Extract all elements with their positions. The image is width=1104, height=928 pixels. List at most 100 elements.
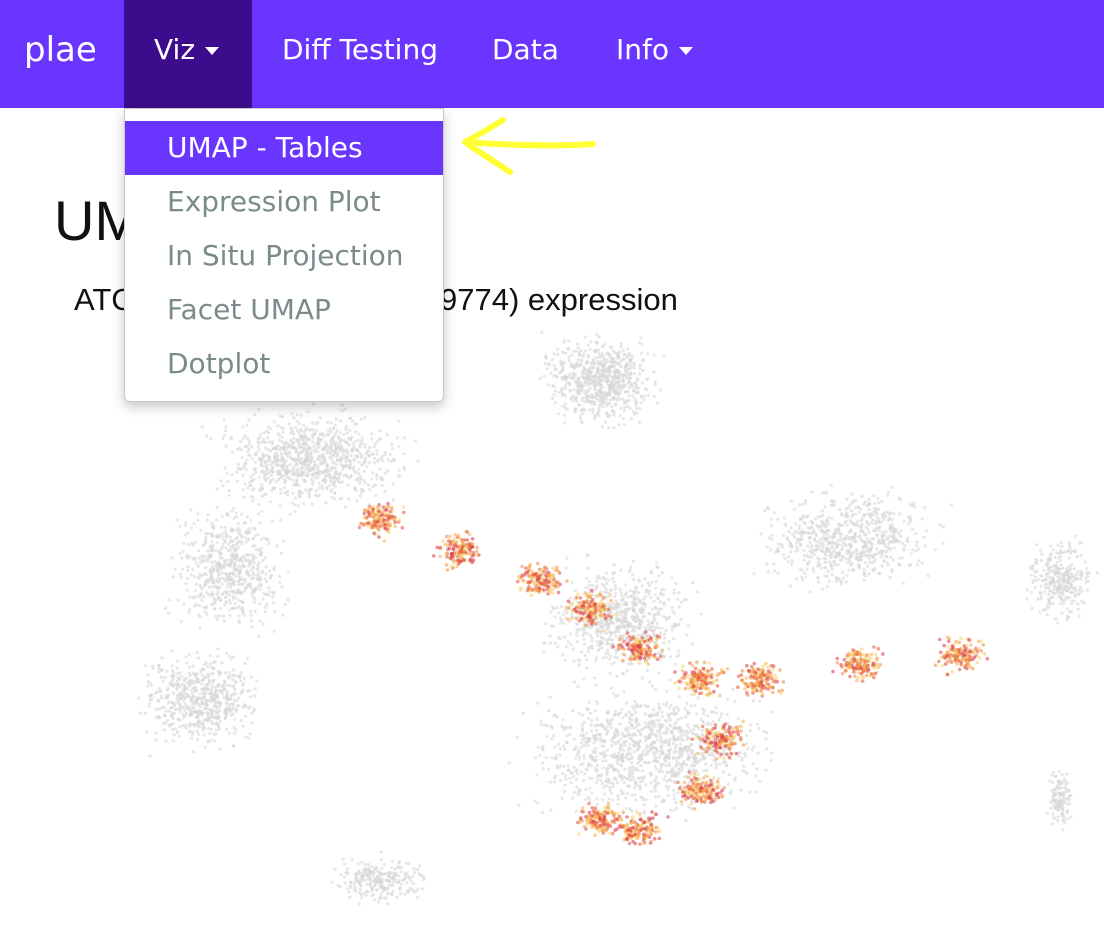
umap-cell <box>591 362 595 366</box>
umap-cell <box>354 430 358 434</box>
umap-cell <box>269 449 273 453</box>
umap-cell <box>646 704 650 708</box>
umap-cell <box>222 614 226 618</box>
umap-cell <box>287 422 292 426</box>
umap-cell <box>674 726 678 730</box>
umap-cell <box>848 503 852 507</box>
umap-cell <box>223 671 227 675</box>
umap-cell <box>637 722 641 726</box>
umap-cell <box>251 556 255 560</box>
umap-cell <box>220 515 224 519</box>
umap-cell <box>236 521 240 525</box>
umap-cell <box>170 664 174 668</box>
umap-cell <box>237 675 241 679</box>
umap-cell <box>241 688 245 692</box>
umap-cell <box>649 781 653 785</box>
umap-cell <box>839 535 843 539</box>
umap-cell <box>662 354 666 358</box>
umap-cell <box>622 740 626 744</box>
umap-cell <box>581 729 585 733</box>
umap-cell <box>171 671 175 675</box>
umap-cell <box>215 617 219 621</box>
umap-cell <box>253 587 257 591</box>
umap-cell <box>281 613 285 617</box>
umap-cell <box>348 416 352 420</box>
umap-cell <box>627 379 631 383</box>
umap-cell <box>1050 565 1054 569</box>
umap-cell <box>338 471 342 475</box>
umap-cell <box>849 544 854 548</box>
umap-cell <box>206 556 210 560</box>
umap-cell <box>575 399 579 403</box>
umap-cell <box>162 728 167 732</box>
umap-cell <box>683 775 687 779</box>
umap-cell <box>660 743 664 748</box>
umap-cell <box>595 723 599 727</box>
umap-cell <box>229 558 233 563</box>
umap-cell <box>850 536 855 540</box>
umap-cell <box>595 372 599 376</box>
umap-cell <box>686 757 690 762</box>
umap-cell <box>692 754 696 758</box>
umap-cell <box>589 723 593 727</box>
umap-cell <box>276 473 280 477</box>
umap-cell <box>341 465 345 469</box>
umap-cell <box>586 343 591 347</box>
umap-cell <box>221 592 225 596</box>
umap-cell <box>1073 534 1077 538</box>
umap-cell <box>190 736 194 740</box>
umap-cell <box>641 779 645 783</box>
umap-cell <box>239 679 243 683</box>
umap-cell <box>601 395 606 399</box>
umap-cell <box>826 549 830 553</box>
umap-cell <box>219 534 223 538</box>
umap-cell <box>781 553 785 557</box>
umap-cell <box>660 751 664 755</box>
umap-cell <box>705 722 709 726</box>
umap-cell <box>646 750 650 754</box>
umap-cell <box>581 733 585 737</box>
umap-cell <box>643 760 647 765</box>
umap-cell <box>599 751 603 755</box>
umap-cell <box>901 581 905 585</box>
umap-cell <box>281 464 285 468</box>
umap-cell <box>291 444 295 448</box>
umap-cell <box>229 529 233 533</box>
umap-cell <box>354 478 358 482</box>
umap-cell <box>204 566 208 570</box>
umap-cell <box>201 572 205 577</box>
umap-cell <box>329 448 333 452</box>
umap-cell <box>888 576 892 580</box>
umap-cell <box>623 767 627 771</box>
umap-cell <box>875 547 879 551</box>
umap-cell <box>187 610 191 615</box>
umap-cell <box>383 471 387 475</box>
umap-cell <box>582 365 586 369</box>
umap-cell <box>184 555 189 559</box>
umap-cell <box>597 409 601 413</box>
umap-cell <box>829 551 833 555</box>
umap-cell <box>661 723 665 727</box>
umap-cell <box>275 447 279 451</box>
umap-cell <box>643 721 647 725</box>
umap-cell <box>756 722 760 726</box>
umap-cell <box>615 376 619 380</box>
umap-cell <box>571 371 575 375</box>
umap-cell <box>180 556 184 560</box>
umap-cell <box>259 537 263 541</box>
umap-cell <box>616 802 620 806</box>
umap-cell <box>709 763 713 767</box>
umap-cell <box>653 753 657 757</box>
umap-cell <box>210 590 214 594</box>
umap-cell <box>212 660 216 664</box>
umap-cell <box>608 788 612 792</box>
umap-cell <box>615 381 619 385</box>
umap-cell <box>216 699 220 703</box>
umap-cell <box>640 394 644 398</box>
umap-cell <box>600 352 604 356</box>
umap-cell <box>819 526 823 530</box>
umap-cell <box>628 778 632 782</box>
umap-cell <box>583 391 587 395</box>
umap-cell <box>861 530 866 534</box>
umap-cell <box>701 707 705 711</box>
